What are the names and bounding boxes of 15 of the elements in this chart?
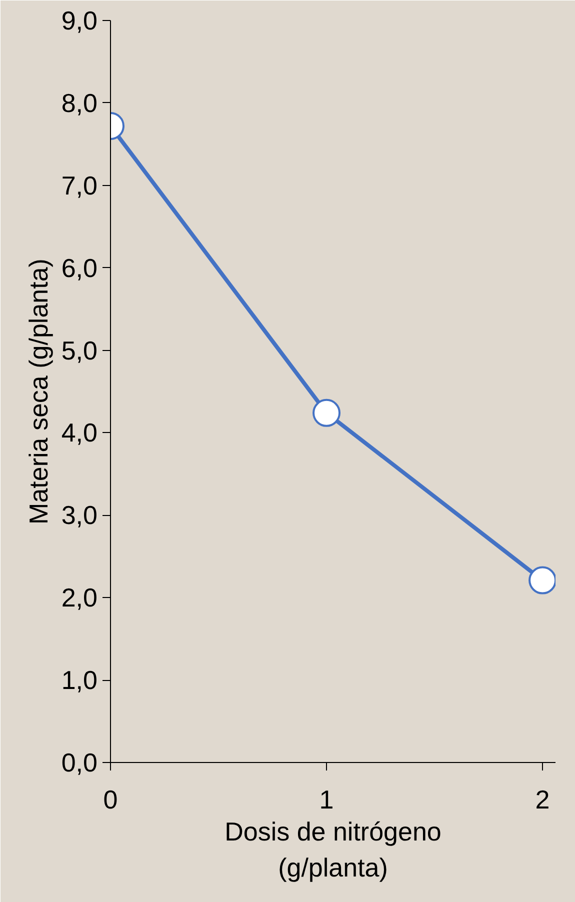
y-tick-label: 8,0 xyxy=(61,88,98,118)
y-tick-label: 1,0 xyxy=(61,665,98,696)
y-tick-label: 2,0 xyxy=(61,582,98,613)
y-tick-label: 0,0 xyxy=(61,748,98,778)
y-axis-title: Materia seca (g/planta) xyxy=(23,258,54,524)
y-tick-label: 4,0 xyxy=(61,418,98,448)
x-tick-label: 1 xyxy=(319,784,334,814)
y-tick-label: 7,0 xyxy=(61,170,98,200)
y-tick-label: 6,0 xyxy=(61,252,98,283)
y-tick-label: 9,0 xyxy=(61,6,98,36)
x-tick-label: 2 xyxy=(535,784,550,814)
y-tick-label: 5,0 xyxy=(61,335,98,366)
x-tick-label: 0 xyxy=(103,784,118,814)
x-axis-title: Dosis de nitrógeno (g/planta) xyxy=(224,816,442,882)
y-tick-label: 3,0 xyxy=(61,500,98,530)
